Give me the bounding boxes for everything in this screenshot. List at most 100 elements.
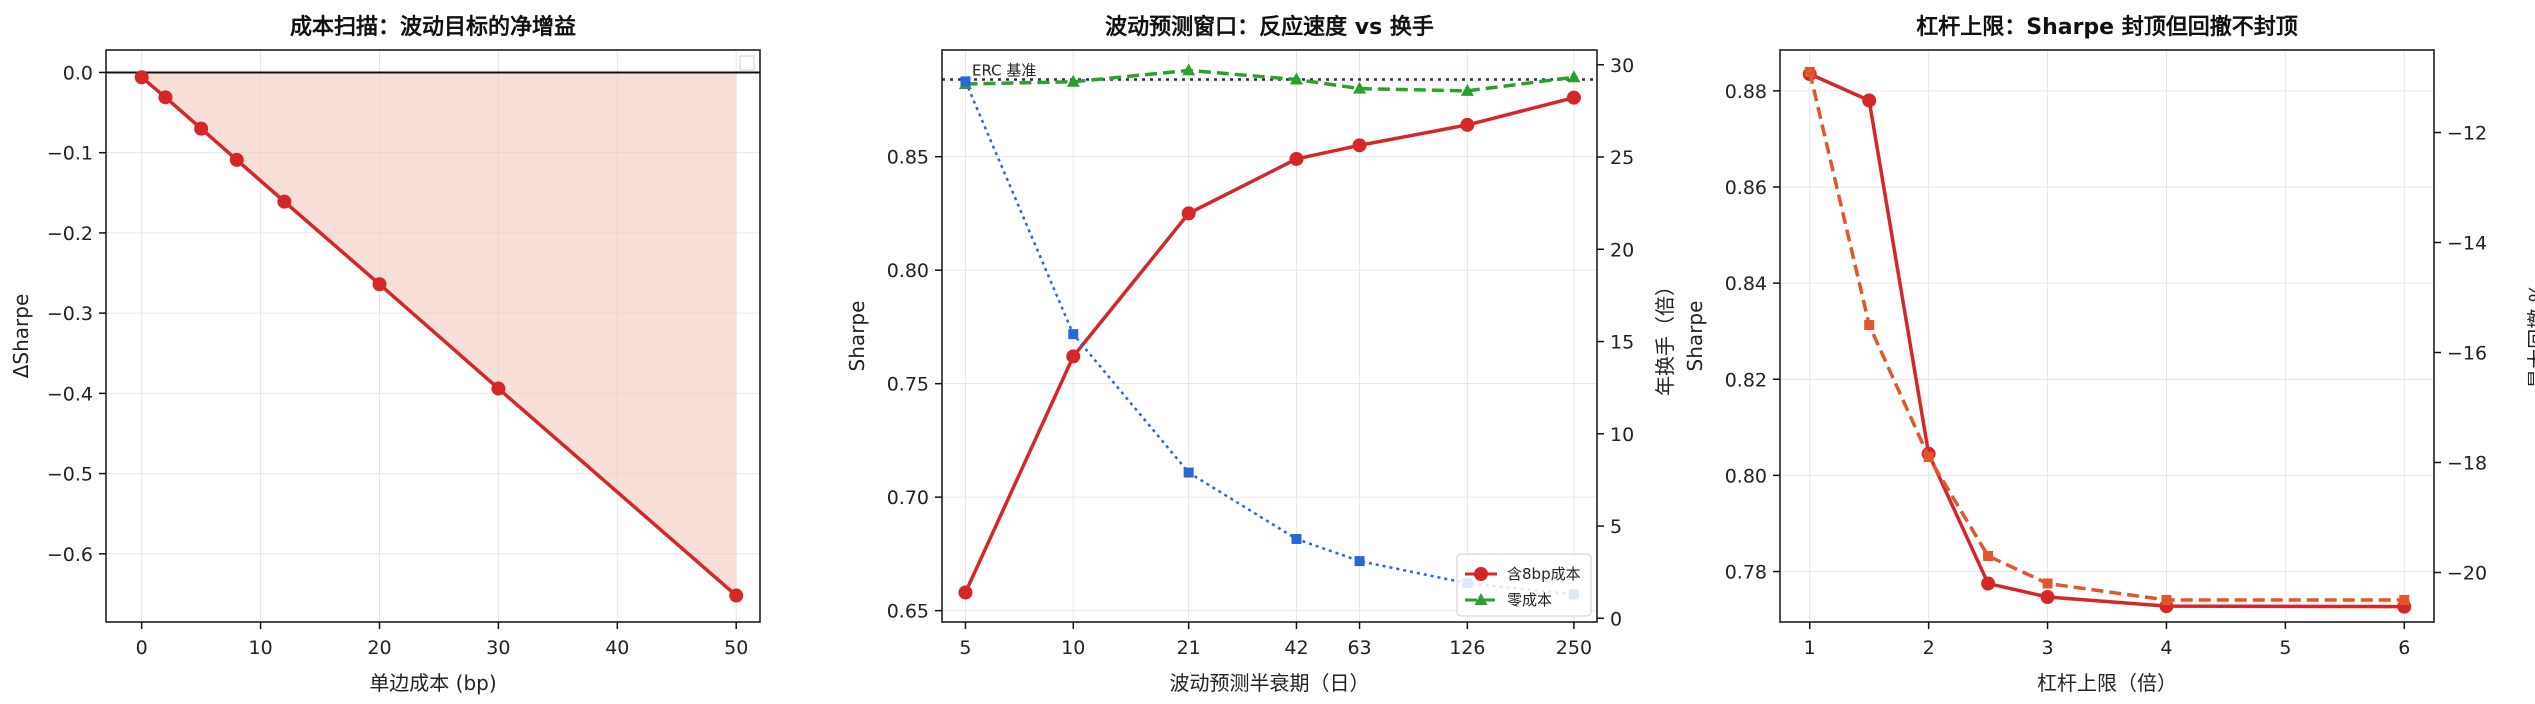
- data-point: [2040, 590, 2055, 605]
- y2-tick-label: 10: [1610, 424, 1634, 446]
- empty-legend-box: [739, 55, 755, 71]
- chart-title: 成本扫描：波动目标的净增益: [290, 14, 576, 40]
- y2-axis-label: 最大回撤 %: [2525, 283, 2535, 388]
- data-point: [960, 76, 971, 87]
- y2-tick-label: 20: [1610, 239, 1634, 261]
- data-point: [1804, 67, 1815, 77]
- data-point: [1923, 452, 1934, 462]
- legend-label: 零成本: [1507, 591, 1552, 609]
- data-point: [1066, 349, 1081, 364]
- series-line: [963, 95, 1575, 594]
- y2-tick-label: 0: [1610, 608, 1622, 630]
- y-tick-label: 0.82: [1725, 369, 1767, 391]
- data-point: [1181, 206, 1196, 221]
- x-tick-label: 126: [1449, 637, 1485, 659]
- series-1: [1802, 67, 2412, 614]
- y-tick-label: 0.80: [1725, 465, 1767, 487]
- series-3: [960, 76, 1579, 600]
- y-tick-label: 0.70: [887, 487, 929, 509]
- y-tick-label: 0.86: [1725, 177, 1767, 199]
- y2-tick-label: −16: [2447, 343, 2487, 365]
- data-point: [1352, 138, 1367, 153]
- data-point: [1354, 556, 1365, 567]
- y-axis-label: Sharpe: [845, 301, 869, 372]
- data-point: [2042, 578, 2053, 589]
- series-line: [965, 68, 1575, 93]
- series-line: [964, 80, 1575, 596]
- chart-panel-1: 0 10 20 30 40 50 0.0 −0.1 −0.2 −0.3 −0.4 −0.5 −0.6 成本…: [9, 14, 761, 695]
- y-tick-label: 0.88: [1725, 81, 1767, 103]
- data-point: [1291, 533, 1302, 544]
- data-point: [194, 121, 209, 136]
- chart-title: 波动预测窗口：反应速度 vs 换手: [1105, 14, 1434, 40]
- series-line: [140, 75, 738, 597]
- data-point: [1353, 81, 1367, 94]
- y-tick-label: 0.78: [1725, 562, 1767, 584]
- y2-tick-label: −14: [2447, 233, 2487, 255]
- data-point: [1566, 90, 1581, 105]
- data-point: [1182, 63, 1196, 76]
- x-axis-label: 单边成本 (bp): [369, 671, 496, 695]
- axes-frame: [105, 49, 761, 623]
- x-tick-label: 63: [1347, 637, 1371, 659]
- axes-frame: [1779, 49, 2435, 623]
- y-tick-label: 0.0: [63, 62, 93, 84]
- x-tick-label: 250: [1556, 637, 1592, 659]
- data-point: [1864, 320, 1875, 330]
- x-tick-label: 21: [1177, 637, 1201, 659]
- x-tick-label: 30: [486, 637, 510, 659]
- data-point: [1983, 551, 1994, 561]
- data-point: [1289, 72, 1303, 85]
- y2-axis-label: 年换手（倍）: [1653, 276, 1677, 396]
- y2-tick-label: −12: [2447, 123, 2487, 145]
- y-axis-label: Sharpe: [1683, 301, 1707, 372]
- y-axis-label: ΔSharpe: [9, 294, 33, 379]
- data-point: [158, 90, 173, 105]
- y2-tick-label: 15: [1610, 332, 1634, 354]
- x-tick-label: 5: [2279, 637, 2291, 659]
- legend-swatch-marker: [1474, 567, 1488, 581]
- x-tick-label: 3: [2041, 637, 2053, 659]
- data-point: [491, 381, 506, 396]
- y2-tick-label: −18: [2447, 453, 2487, 475]
- data-point: [1068, 329, 1079, 340]
- data-point: [229, 152, 244, 167]
- data-point: [2161, 595, 2172, 605]
- y-tick-label: 0.85: [887, 147, 929, 169]
- data-point: [1183, 467, 1194, 478]
- x-tick-label: 10: [1061, 637, 1085, 659]
- data-point: [1862, 93, 1877, 108]
- data-point: [134, 70, 149, 85]
- series-line: [1808, 71, 2405, 602]
- x-tick-label: 4: [2160, 637, 2172, 659]
- chart-panel-3: 1 2 3 4 5 6 0.78 0.80 0.82 0.84 0.86 0.88 −12 −14 −16 −…: [1683, 14, 2535, 695]
- x-tick-label: 20: [367, 637, 391, 659]
- reference-line-label: ERC 基准: [972, 62, 1036, 80]
- x-tick-label: 5: [959, 637, 971, 659]
- data-point: [1567, 70, 1581, 83]
- data-point: [372, 277, 387, 292]
- y-tick-label: 0.84: [1725, 273, 1767, 295]
- y-tick-label: −0.3: [47, 303, 93, 325]
- x-tick-label: 40: [605, 637, 629, 659]
- x-tick-label: 50: [724, 637, 748, 659]
- series-2: [1804, 67, 2410, 605]
- y-tick-label: 0.65: [887, 601, 929, 623]
- x-tick-label: 6: [2398, 637, 2410, 659]
- y2-tick-label: 5: [1610, 516, 1622, 538]
- x-tick-label: 10: [248, 637, 272, 659]
- y-tick-label: −0.4: [47, 383, 93, 405]
- legend-swatch-marker: [1474, 593, 1488, 605]
- data-point: [1460, 83, 1474, 96]
- data-point: [1066, 74, 1080, 87]
- data-point: [1981, 576, 1996, 591]
- y-tick-label: −0.5: [47, 464, 93, 486]
- x-tick-label: 42: [1284, 637, 1308, 659]
- x-tick-label: 2: [1923, 637, 1935, 659]
- y-tick-label: 0.80: [887, 260, 929, 282]
- y2-tick-label: 30: [1610, 55, 1634, 77]
- y2-tick-label: −20: [2447, 563, 2487, 585]
